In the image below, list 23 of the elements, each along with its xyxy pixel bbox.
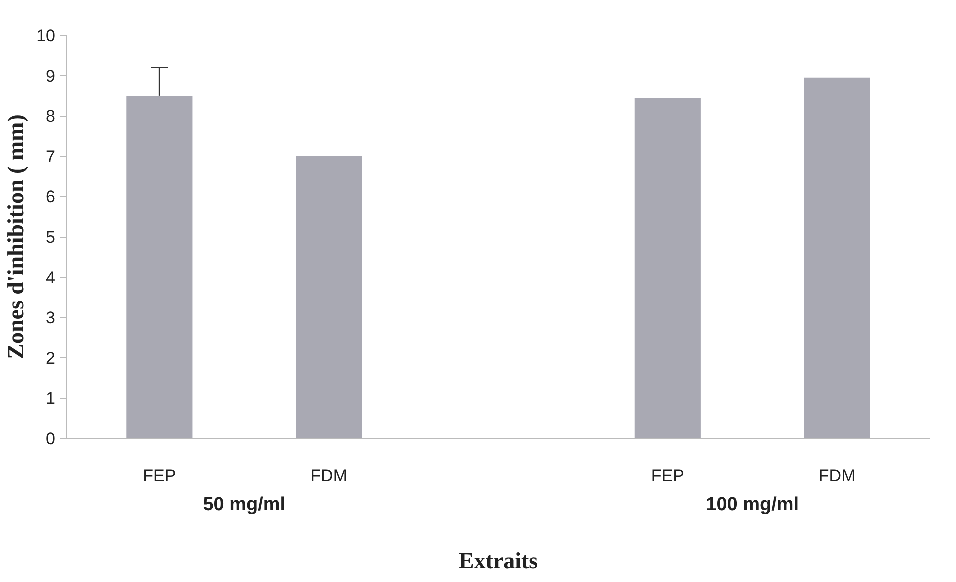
y-tick-label: 1: [46, 389, 56, 408]
y-tick-label: 5: [46, 228, 56, 247]
y-tick-label: 10: [36, 26, 56, 46]
y-tick-label: 9: [46, 66, 56, 86]
y-tick-label: 4: [46, 268, 56, 288]
x-tick-label: FDM: [818, 466, 856, 486]
bar: [634, 98, 701, 438]
bar: [804, 78, 870, 438]
y-axis-title: Zones d'inhibition ( mm): [4, 114, 29, 360]
bar: [296, 156, 362, 438]
y-tick-label: 7: [46, 147, 56, 166]
x-axis-title: Extraits: [458, 548, 538, 574]
x-tick-label: FDM: [310, 466, 348, 486]
y-tick-label: 3: [46, 308, 56, 328]
y-tick-label: 2: [46, 348, 56, 368]
text: 50 mg/ml: [203, 494, 286, 516]
y-tick-label: 0: [46, 430, 56, 448]
x-tick-label: FEP: [143, 466, 176, 486]
y-tick-label: 6: [46, 188, 56, 207]
bar: [126, 96, 193, 438]
x-tick-label: FEP: [651, 466, 684, 486]
text: 100 mg/ml: [706, 494, 800, 516]
y-tick-label: 8: [46, 107, 56, 126]
